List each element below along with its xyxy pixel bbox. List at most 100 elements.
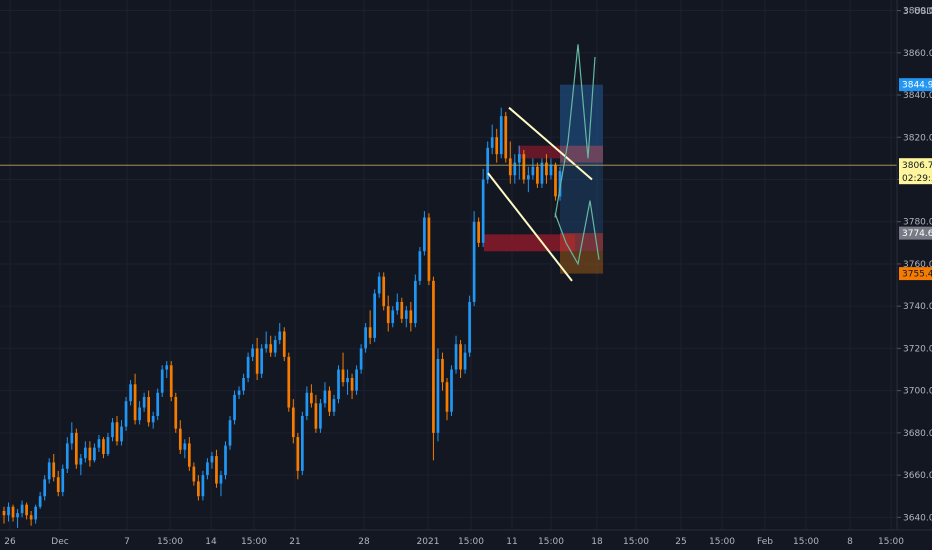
candle-body[interactable] [197,481,200,497]
candle-body[interactable] [296,437,300,471]
candle-body[interactable] [517,154,521,163]
candle-body[interactable] [165,365,169,370]
candle-body[interactable] [472,221,476,302]
candle-body[interactable] [133,384,137,421]
candle-body[interactable] [468,301,471,353]
candle-body[interactable] [481,179,485,243]
candle-body[interactable] [486,147,490,180]
candle-body[interactable] [441,358,444,383]
candle-body[interactable] [20,504,24,514]
candle-body[interactable] [413,280,417,324]
candle-body[interactable] [463,352,467,370]
candle-body[interactable] [409,310,413,324]
candle-body[interactable] [450,369,453,412]
candle-body[interactable] [282,331,286,357]
candle-body[interactable] [151,415,155,423]
candle-body[interactable] [395,301,399,311]
candle-body[interactable] [264,344,268,349]
candle-body[interactable] [210,456,214,463]
candle-body[interactable] [237,390,241,395]
candle-body[interactable] [273,339,277,353]
candle-body[interactable] [2,510,6,516]
candle-body[interactable] [477,221,480,243]
candle-body[interactable] [522,154,526,180]
candle-body[interactable] [328,390,331,412]
candle-body[interactable] [341,369,345,383]
candle-body[interactable] [169,365,173,397]
candle-body[interactable] [337,369,340,400]
candles-layer[interactable] [2,107,562,528]
candle-body[interactable] [47,462,51,480]
candle-body[interactable] [187,443,191,467]
candle-body[interactable] [242,377,245,391]
candle-body[interactable] [106,437,110,454]
candle-body[interactable] [291,407,295,438]
candle-body[interactable] [540,162,544,184]
candle-body[interactable] [269,344,273,353]
candle-body[interactable] [70,432,74,444]
candle-body[interactable] [531,166,535,176]
candle-body[interactable] [246,356,250,378]
candle-body[interactable] [359,348,363,370]
candle-body[interactable] [536,166,539,184]
candle-body[interactable] [224,445,227,476]
candle-body[interactable] [404,310,408,319]
candle-body[interactable] [391,310,395,324]
candle-body[interactable] [142,396,146,408]
candle-body[interactable] [228,420,232,446]
candle-body[interactable] [332,399,336,412]
candle-body[interactable] [11,506,15,518]
candle-body[interactable] [219,475,223,484]
candle-body[interactable] [513,162,517,176]
candle-body[interactable] [432,280,435,433]
candle-body[interactable] [160,369,164,393]
candle-body[interactable] [278,331,282,340]
candle-body[interactable] [527,175,530,180]
candle-body[interactable] [499,116,503,155]
candle-body[interactable] [178,428,182,450]
candle-body[interactable] [129,384,132,402]
candle-body[interactable] [373,293,377,338]
candle-body[interactable] [156,392,160,416]
candle-body[interactable] [206,462,209,476]
candle-body[interactable] [183,443,187,450]
candle-body[interactable] [255,348,259,374]
candle-body[interactable] [436,358,440,433]
candle-body[interactable] [445,382,449,412]
candle-body[interactable] [454,344,458,370]
candle-body[interactable] [38,496,42,507]
candle-body[interactable] [364,327,367,349]
candle-body[interactable] [88,447,92,461]
candle-body[interactable] [115,422,119,442]
candle-body[interactable] [29,515,33,520]
candle-body[interactable] [549,164,553,176]
candle-body[interactable] [56,477,60,492]
candle-body[interactable] [418,251,422,281]
candle-body[interactable] [111,422,114,438]
candle-body[interactable] [147,396,151,423]
candle-body[interactable] [65,443,69,469]
candle-body[interactable] [382,276,386,307]
candle-body[interactable] [490,137,494,148]
candle-body[interactable] [93,447,96,461]
candle-body[interactable] [215,456,218,484]
candle-body[interactable] [260,348,264,374]
candle-body[interactable] [558,171,562,197]
candle-body[interactable] [319,403,322,429]
candle-body[interactable] [355,369,358,391]
candle-body[interactable] [423,217,426,252]
candle-body[interactable] [16,513,19,518]
candle-body[interactable] [201,475,205,497]
candle-body[interactable] [554,164,557,197]
candle-body[interactable] [25,504,28,516]
candle-body[interactable] [377,276,381,294]
time-axis[interactable]: 26 Dec 7 15:00 14 15:00 21 28 2021 15:00 11 15:00 18… [4,537,904,547]
candle-body[interactable] [400,301,404,319]
candle-body[interactable] [79,458,83,465]
candle-body[interactable] [192,466,196,482]
candle-body[interactable] [84,447,87,459]
candle-body[interactable] [314,403,318,429]
candle-body[interactable] [61,468,65,492]
candle-body[interactable] [495,137,499,155]
candle-body[interactable] [174,396,178,429]
